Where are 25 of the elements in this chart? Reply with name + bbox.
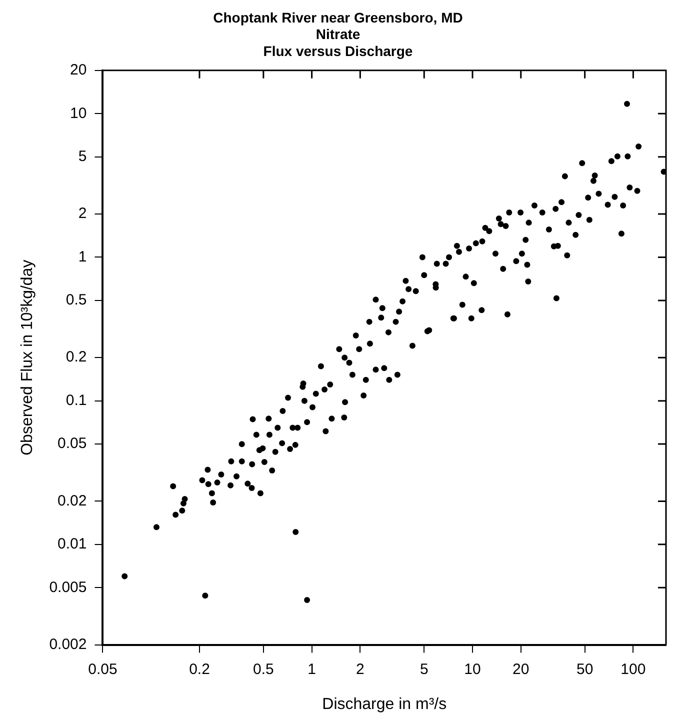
x-tick-label: 50 — [576, 660, 594, 678]
x-tick-label: 1 — [308, 660, 316, 678]
x-axis-title: Discharge in m³/s — [322, 696, 447, 713]
y-tick-label: 5 — [78, 148, 87, 165]
y-tick-label: 0.1 — [66, 392, 87, 409]
y-tick-label: 0.01 — [58, 536, 87, 553]
y-tick-label: 1 — [78, 248, 87, 266]
y-tick-label: 0.002 — [49, 636, 87, 653]
x-tick-label: 0.2 — [189, 660, 210, 678]
y-axis-title: Observed Flux in 10³kg/day — [19, 260, 36, 456]
x-tick-label: 20 — [512, 660, 530, 678]
x-tick-label: 5 — [420, 660, 428, 678]
x-tick-label: 100 — [620, 660, 646, 678]
y-tick-label: 0.5 — [66, 292, 87, 309]
y-tick-label: 20 — [70, 62, 87, 79]
y-tick-label: 0.05 — [58, 435, 87, 452]
x-tick-label: 2 — [356, 660, 364, 678]
x-tick-label: 0.5 — [253, 660, 274, 678]
y-tick-label: 2 — [78, 205, 87, 222]
y-tick-label: 0.2 — [66, 348, 87, 366]
y-tick-label: 0.005 — [49, 578, 87, 596]
x-tick-label: 10 — [464, 660, 481, 678]
chart-title: Choptank River near Greensboro, MD Nitrate Flux versus Discharge — [213, 9, 463, 59]
y-tick-label: 0.02 — [58, 492, 87, 510]
y-tick-label: 10 — [70, 104, 87, 122]
